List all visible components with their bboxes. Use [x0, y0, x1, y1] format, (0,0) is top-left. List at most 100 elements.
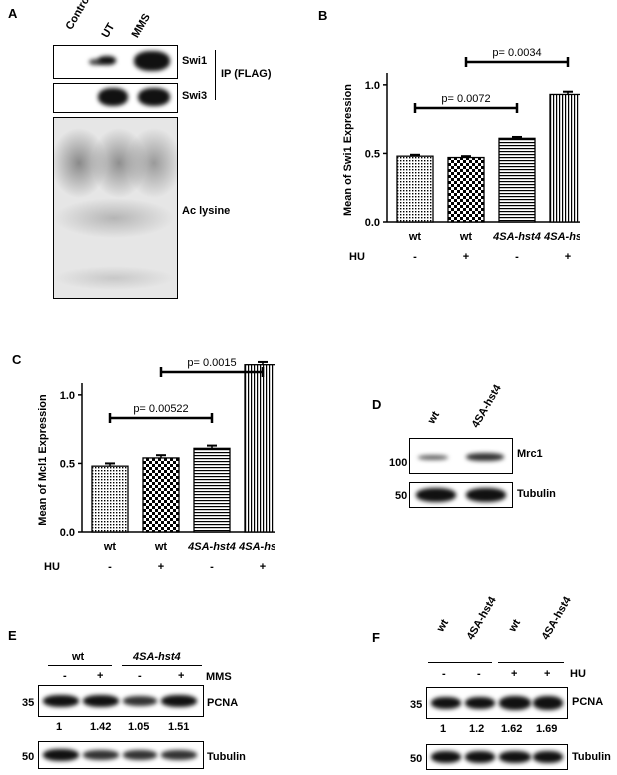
x-tick-label: wt [154, 541, 168, 553]
blot-band [161, 750, 197, 760]
x-tick-label: 4SA-hst4 [543, 231, 580, 243]
bar [396, 155, 434, 223]
treatment-sign: - [210, 561, 214, 573]
sign: + [97, 670, 104, 682]
marker-100: 100 [389, 457, 408, 469]
lane-label-ut: UT [99, 21, 118, 40]
blot-band [43, 749, 79, 761]
lysine-smear [54, 118, 177, 298]
treatment-sign: - [108, 561, 112, 573]
panel-d-letter: D [372, 397, 382, 412]
bar [549, 93, 580, 223]
panel-e-letter: E [8, 628, 17, 643]
y-tick-label: 0.5 [60, 458, 75, 470]
blot-band [83, 695, 119, 707]
blot-band [533, 751, 563, 763]
quant-value: 1 [440, 723, 447, 735]
blot-band [431, 697, 461, 709]
treatment-sign: + [463, 251, 469, 263]
blot-band [416, 488, 456, 502]
tubulin-label-d: Tubulin [517, 488, 556, 500]
quant-value: 1.62 [501, 723, 523, 735]
swi1-label: Swi1 [182, 55, 208, 67]
quant-value: 1.05 [128, 721, 150, 733]
treatment-label: HU [44, 561, 60, 573]
lane-label-control: Control [63, 0, 94, 33]
panel-a-letter: A [8, 6, 18, 21]
blot-band [123, 750, 157, 760]
y-axis-label: Mean of Mcl1 Expression [37, 394, 49, 526]
y-tick-label: 0.0 [60, 527, 75, 539]
blot-band [98, 56, 116, 65]
lane-label-4sa-hst4: 4SA-hst4 [469, 382, 504, 430]
group-label-4sa-hst4: 4SA-hst4 [133, 651, 181, 663]
sign: + [511, 668, 518, 680]
ac-lysine-label: Ac lysine [182, 205, 231, 217]
treatment-sign: + [158, 561, 164, 573]
blot-band [418, 455, 448, 460]
x-tick-label: 4SA-hst4 [187, 541, 236, 553]
x-tick-label: wt [408, 231, 422, 243]
bar [91, 465, 129, 533]
bar [498, 137, 536, 223]
x-tick-label: 4SA-hst4 [492, 231, 541, 243]
panel-c-letter: C [12, 352, 22, 367]
p-value-label: p= 0.00522 [133, 403, 188, 415]
group-line [48, 665, 112, 666]
lane-label: 4SA-hst4 [539, 594, 574, 642]
blot-band [499, 696, 531, 710]
quant-value: 1.2 [469, 723, 485, 735]
pcna-blot-f [426, 687, 568, 719]
p-value-label: p= 0.0072 [441, 93, 490, 105]
blot-band [466, 488, 506, 502]
mms-label: MMS [206, 671, 232, 683]
sign: + [178, 670, 185, 682]
y-tick-label: 0.5 [365, 148, 380, 160]
marker-50-f: 50 [410, 753, 423, 765]
bar [447, 156, 485, 223]
x-tick-label: wt [459, 231, 473, 243]
blot-band [138, 88, 170, 106]
chart-b: 0.0 0.5 1.0 Mean of Swi1 Expression wt - wt +4S… [342, 47, 580, 263]
marker-50-e: 50 [22, 751, 35, 763]
treatment-sign: + [565, 251, 571, 263]
y-tick-label: 0.0 [365, 217, 380, 229]
x-tick-label: wt [103, 541, 117, 553]
quant-value: 1.42 [90, 721, 112, 733]
lane-label: 4SA-hst4 [464, 594, 499, 642]
blot-band [134, 51, 170, 71]
marker-35: 35 [22, 697, 35, 709]
tubulin-label-e: Tubulin [207, 751, 246, 763]
x-tick-label: 4SA-hst4 [238, 541, 275, 553]
group-line [122, 665, 202, 666]
y-tick-label: 1.0 [60, 390, 75, 402]
hu-label: HU [570, 668, 586, 680]
quant-value: 1.69 [536, 723, 558, 735]
pcna-blot-e [38, 685, 204, 717]
bar [193, 447, 231, 533]
ip-bracket [215, 50, 216, 100]
quant-value: 1.51 [168, 721, 190, 733]
blot-band [466, 453, 504, 461]
sign: - [442, 668, 446, 680]
swi1-blot [53, 45, 178, 79]
quant-value: 1 [56, 721, 63, 733]
blot-band [161, 695, 197, 707]
sign: - [63, 670, 67, 682]
swi3-label: Swi3 [182, 90, 208, 102]
blot-band [83, 750, 119, 760]
pcna-label-f: PCNA [572, 696, 604, 708]
blot-band [533, 696, 563, 710]
marker-50: 50 [395, 490, 408, 502]
treatment-sign: - [515, 251, 519, 263]
lane-label-mms: MMS [129, 11, 153, 40]
lane-label: wt [434, 617, 452, 634]
blot-band [431, 751, 461, 763]
treatment-sign: + [260, 561, 266, 573]
bar [244, 364, 275, 533]
panel-b-letter: B [318, 8, 328, 23]
blot-band [465, 751, 495, 763]
blot-band [465, 697, 495, 709]
group-line [498, 662, 564, 663]
sign: - [138, 670, 142, 682]
